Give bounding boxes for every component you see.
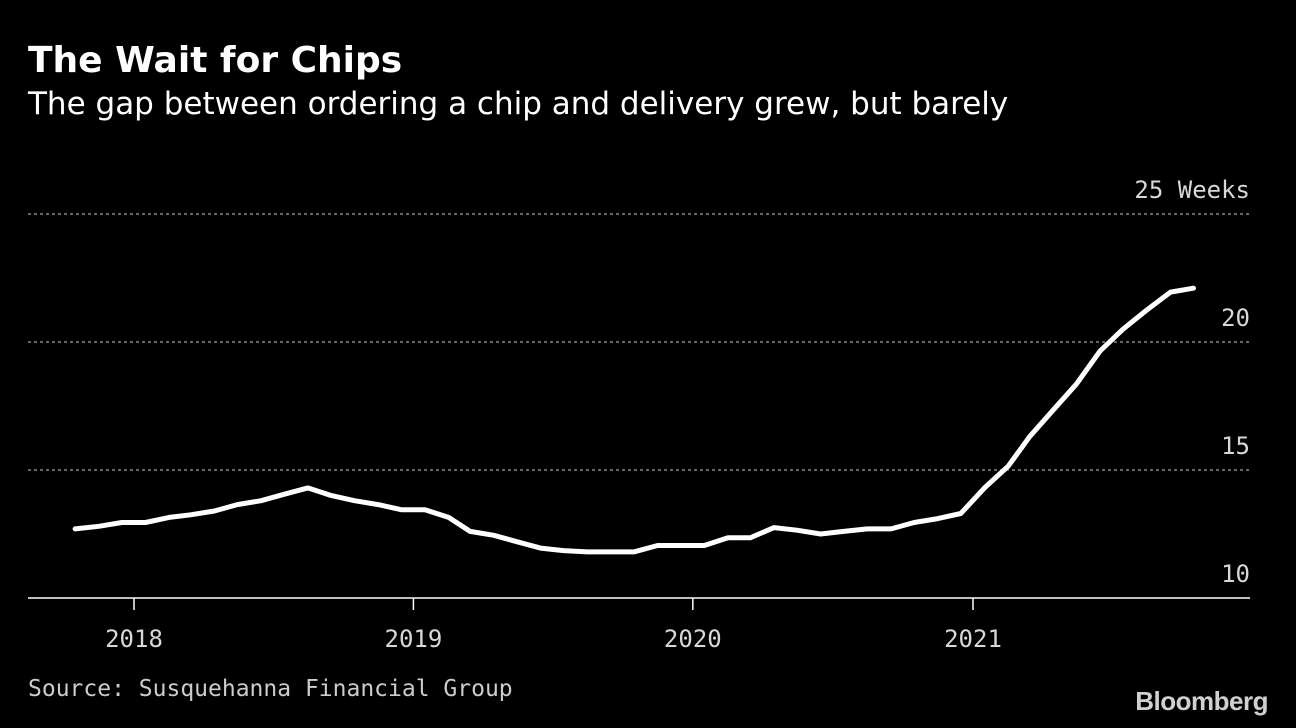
y-tick-label-15: 15 xyxy=(1221,432,1250,460)
y-tick-label-10: 10 xyxy=(1221,560,1250,588)
gridlines xyxy=(28,213,1250,471)
x-tick-label-2020: 2020 xyxy=(664,625,722,653)
series-line-0 xyxy=(72,285,1196,555)
series-layer xyxy=(72,285,1196,555)
chart-title: The Wait for Chips xyxy=(28,40,403,81)
x-axis-labels: 2018 2019 2020 2021 xyxy=(105,625,1002,653)
bloomberg-logo: Bloomberg xyxy=(1135,686,1268,716)
chart-subtitle: The gap between ordering a chip and deli… xyxy=(28,86,1009,122)
y-tick-label-25: 25 Weeks xyxy=(1134,176,1250,204)
y-tick-label-20: 20 xyxy=(1221,304,1250,332)
source-note: Source: Susquehanna Financial Group xyxy=(28,676,513,702)
x-tick-label-2019: 2019 xyxy=(385,625,443,653)
x-tick-label-2021: 2021 xyxy=(944,625,1002,653)
y-axis-labels: 25 Weeks 20 15 10 xyxy=(1134,176,1250,588)
x-tick-label-2018: 2018 xyxy=(105,625,163,653)
x-axis xyxy=(28,597,1250,610)
